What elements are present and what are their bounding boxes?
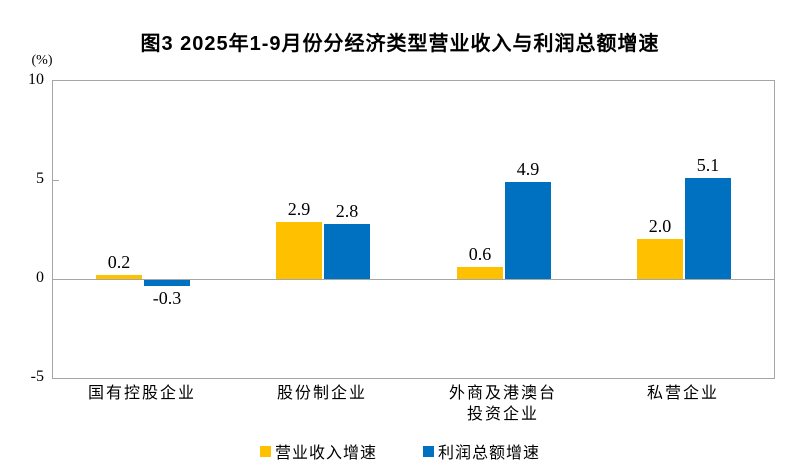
y-axis-tick-label: 5 bbox=[36, 170, 44, 187]
bar-value-label: 0.2 bbox=[107, 252, 131, 272]
legend-swatch-icon bbox=[423, 445, 434, 457]
y-axis-tick-label: -5 bbox=[30, 368, 44, 385]
bar-value-label: 5.1 bbox=[696, 155, 720, 175]
x-category-label-1: 股份制企业 bbox=[276, 385, 367, 402]
legend: 营业收入增速 利润总额增速 bbox=[0, 439, 800, 463]
plot-area: 0.2 -0.3 2.9 2.8 0.6 4.9 2.0 5.1 bbox=[52, 80, 775, 379]
legend-item-利润总额增速: 利润总额增速 bbox=[423, 439, 540, 463]
bar-value-label: 2.9 bbox=[287, 199, 311, 219]
legend-label: 营业收入增速 bbox=[274, 445, 377, 462]
bar-营业收入增速-2 bbox=[457, 267, 503, 279]
chart-title: 图3 2025年1-9月份分经济类型营业收入与利润总额增速 bbox=[140, 33, 660, 55]
bar-value-label: 0.6 bbox=[468, 244, 492, 264]
legend-swatch-icon bbox=[259, 445, 271, 457]
bar-利润总额增速-1 bbox=[324, 224, 370, 279]
y-axis-tick-mark bbox=[53, 180, 59, 181]
legend-label: 利润总额增速 bbox=[438, 445, 541, 462]
bar-利润总额增速-3 bbox=[685, 178, 731, 279]
legend-item-营业收入增速: 营业收入增速 bbox=[259, 439, 377, 463]
y-axis-tick-label: 10 bbox=[28, 71, 44, 88]
x-category-label-3: 私营企业 bbox=[646, 385, 719, 402]
bar-营业收入增速-1 bbox=[276, 222, 322, 279]
bar-value-label: 2.8 bbox=[335, 201, 359, 221]
bar-value-label: -0.3 bbox=[152, 288, 182, 308]
bar-营业收入增速-3 bbox=[637, 239, 683, 279]
bar-value-label: 2.0 bbox=[648, 216, 672, 236]
y-axis-tick-label: 0 bbox=[36, 269, 44, 286]
bar-利润总额增速-2 bbox=[505, 182, 551, 279]
bar-利润总额增速-0 bbox=[144, 280, 190, 286]
x-category-label-2: 外商及港澳台 投资企业 bbox=[448, 385, 557, 423]
zero-gridline bbox=[53, 279, 774, 280]
x-category-label-0: 国有控股企业 bbox=[87, 385, 196, 402]
bar-value-label: 4.9 bbox=[516, 159, 540, 179]
y-axis-unit-label: (%) bbox=[31, 53, 53, 68]
bar-营业收入增速-0 bbox=[96, 275, 142, 279]
